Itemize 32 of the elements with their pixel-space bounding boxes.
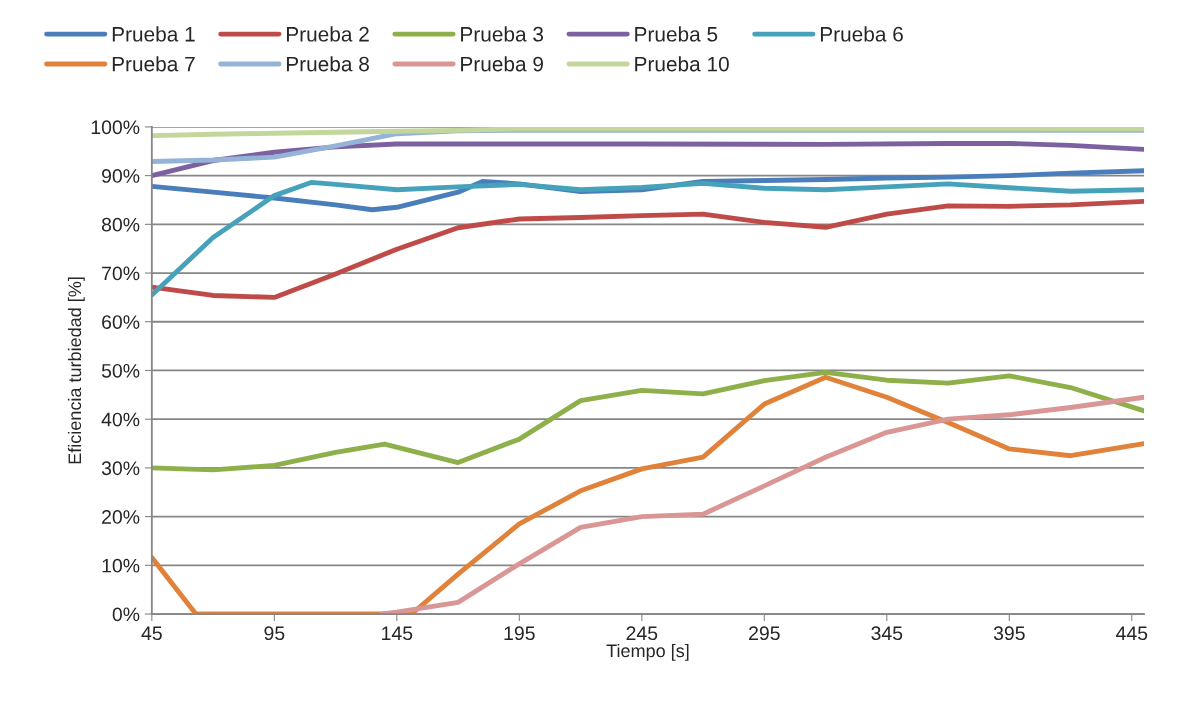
y-tick-label: 60% — [102, 315, 140, 329]
y-tick-label: 40% — [101, 412, 140, 427]
x-tick-label: 295 — [749, 626, 780, 641]
x-tick-label: 345 — [871, 626, 903, 641]
legend-label: Prueba 7 — [112, 56, 195, 72]
y-tick-label: 100% — [91, 120, 140, 135]
legend-label: Prueba 1 — [112, 26, 195, 42]
x-tick-label: 195 — [504, 626, 535, 641]
legend-label: Prueba 10 — [635, 56, 729, 72]
y-tick-label: 50% — [101, 363, 140, 378]
y-tick-label: 20% — [102, 510, 140, 524]
x-tick-label: 445 — [1116, 626, 1148, 641]
legend-label: Prueba 2 — [286, 26, 369, 42]
x-tick-label: 395 — [993, 626, 1025, 641]
legend-label: Prueba 8 — [286, 56, 369, 72]
y-tick-label: 10% — [102, 558, 140, 573]
x-tick-label: 145 — [382, 626, 413, 641]
y-tick-label: 80% — [101, 217, 140, 232]
legend-label: Prueba 3 — [461, 26, 544, 42]
y-tick-label: 90% — [102, 169, 140, 183]
y-tick-label: 30% — [101, 461, 140, 476]
y-tick-label: 0% — [112, 607, 140, 622]
line-series — [379, 394, 1145, 615]
legend-label: Prueba 5 — [635, 26, 718, 42]
legend-label: Prueba 9 — [461, 56, 543, 72]
x-axis-title: Tiempo [s] — [606, 643, 689, 661]
legend-label: Prueba 6 — [820, 26, 903, 42]
x-tick-label: 45 — [141, 626, 162, 641]
y-axis-title: Eficiencia turbiedad [%] — [67, 277, 85, 464]
x-tick-label: 245 — [626, 626, 658, 641]
x-tick-label: 95 — [264, 626, 285, 641]
y-tick-label: 70% — [102, 266, 140, 281]
